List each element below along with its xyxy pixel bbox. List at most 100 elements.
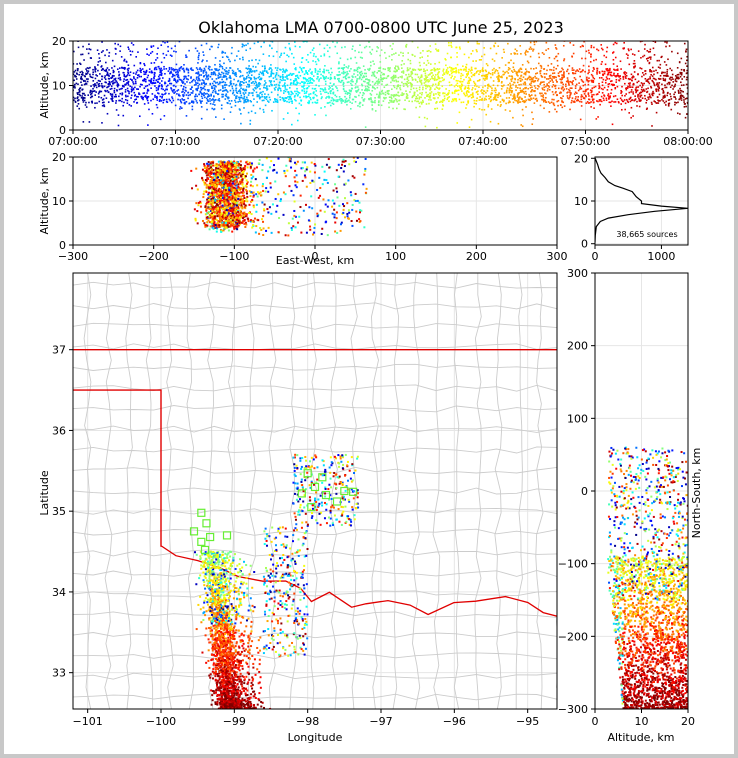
source-point [250,82,253,84]
source-point [300,231,303,234]
source-point [668,78,671,80]
source-point [363,76,366,78]
source-point [218,189,221,192]
source-point [212,71,215,74]
source-point [240,203,243,206]
source-point [562,83,565,86]
source-point [207,161,210,164]
source-point [421,56,424,58]
source-point [371,74,373,77]
source-point [467,100,470,102]
source-point [304,203,307,206]
source-point [197,87,200,89]
source-point [429,89,431,91]
source-point [680,90,683,92]
source-point [195,93,197,96]
source-point [243,219,246,222]
source-point [206,60,208,62]
source-point [183,71,186,73]
sources-time [73,41,688,129]
source-point [155,79,158,81]
source-point [258,97,261,99]
source-point [155,89,158,92]
source-point [551,98,553,101]
source-point [296,181,299,184]
source-point [324,77,327,80]
source-point [507,72,510,74]
source-point [221,52,223,54]
source-point [73,85,76,88]
source-point [270,231,273,234]
source-point [194,98,197,101]
source-point [672,78,674,80]
source-point [651,103,653,105]
source-point [532,48,535,51]
source-point [407,82,410,84]
source-point [429,63,432,65]
source-point [261,182,264,185]
source-point [231,161,234,164]
source-point [350,194,353,197]
source-point [326,44,329,47]
source-point [480,90,482,92]
source-point [260,218,263,221]
source-point [681,95,684,97]
source-point [334,45,337,48]
source-point [103,69,106,72]
source-point [384,51,386,54]
source-point [218,89,220,92]
source-point [172,99,175,102]
source-point [150,99,152,102]
source-point [119,99,122,102]
source-point [363,72,366,75]
source-point [537,84,539,87]
source-point [524,78,527,80]
source-point [147,74,150,77]
source-point [111,59,114,62]
source-point [244,101,247,103]
source-point [247,100,249,103]
source-point [279,96,281,98]
source-point [668,83,671,85]
source-point [343,72,345,74]
source-point [270,70,273,73]
source-point [125,61,128,63]
source-point [440,80,442,83]
source-point [519,45,522,47]
source-point [306,82,309,85]
source-point [291,74,293,76]
source-point [680,71,683,74]
source-point [340,67,343,70]
source-point [597,100,599,103]
source-point [443,99,445,102]
source-point [532,97,535,100]
source-point [605,76,608,78]
source-point [332,92,335,95]
source-point [683,99,685,101]
source-point [520,124,523,126]
source-point [601,92,604,94]
source-point [619,97,622,100]
source-point [529,41,532,44]
source-point [132,87,135,90]
source-point [79,87,81,90]
source-point [250,100,252,103]
source-point [330,67,332,70]
source-point [132,81,134,83]
source-point [121,66,123,69]
source-point [596,100,598,102]
source-point [384,91,387,94]
source-point [549,80,552,82]
source-point [103,105,106,108]
source-point [373,70,376,73]
source-point [112,71,115,74]
source-point [686,65,688,67]
source-point [313,231,316,234]
source-point [532,118,534,120]
source-point [534,98,537,101]
source-point [307,80,310,83]
source-point [361,83,363,86]
source-point [308,70,310,72]
source-point [239,182,242,185]
source-point [322,71,324,73]
